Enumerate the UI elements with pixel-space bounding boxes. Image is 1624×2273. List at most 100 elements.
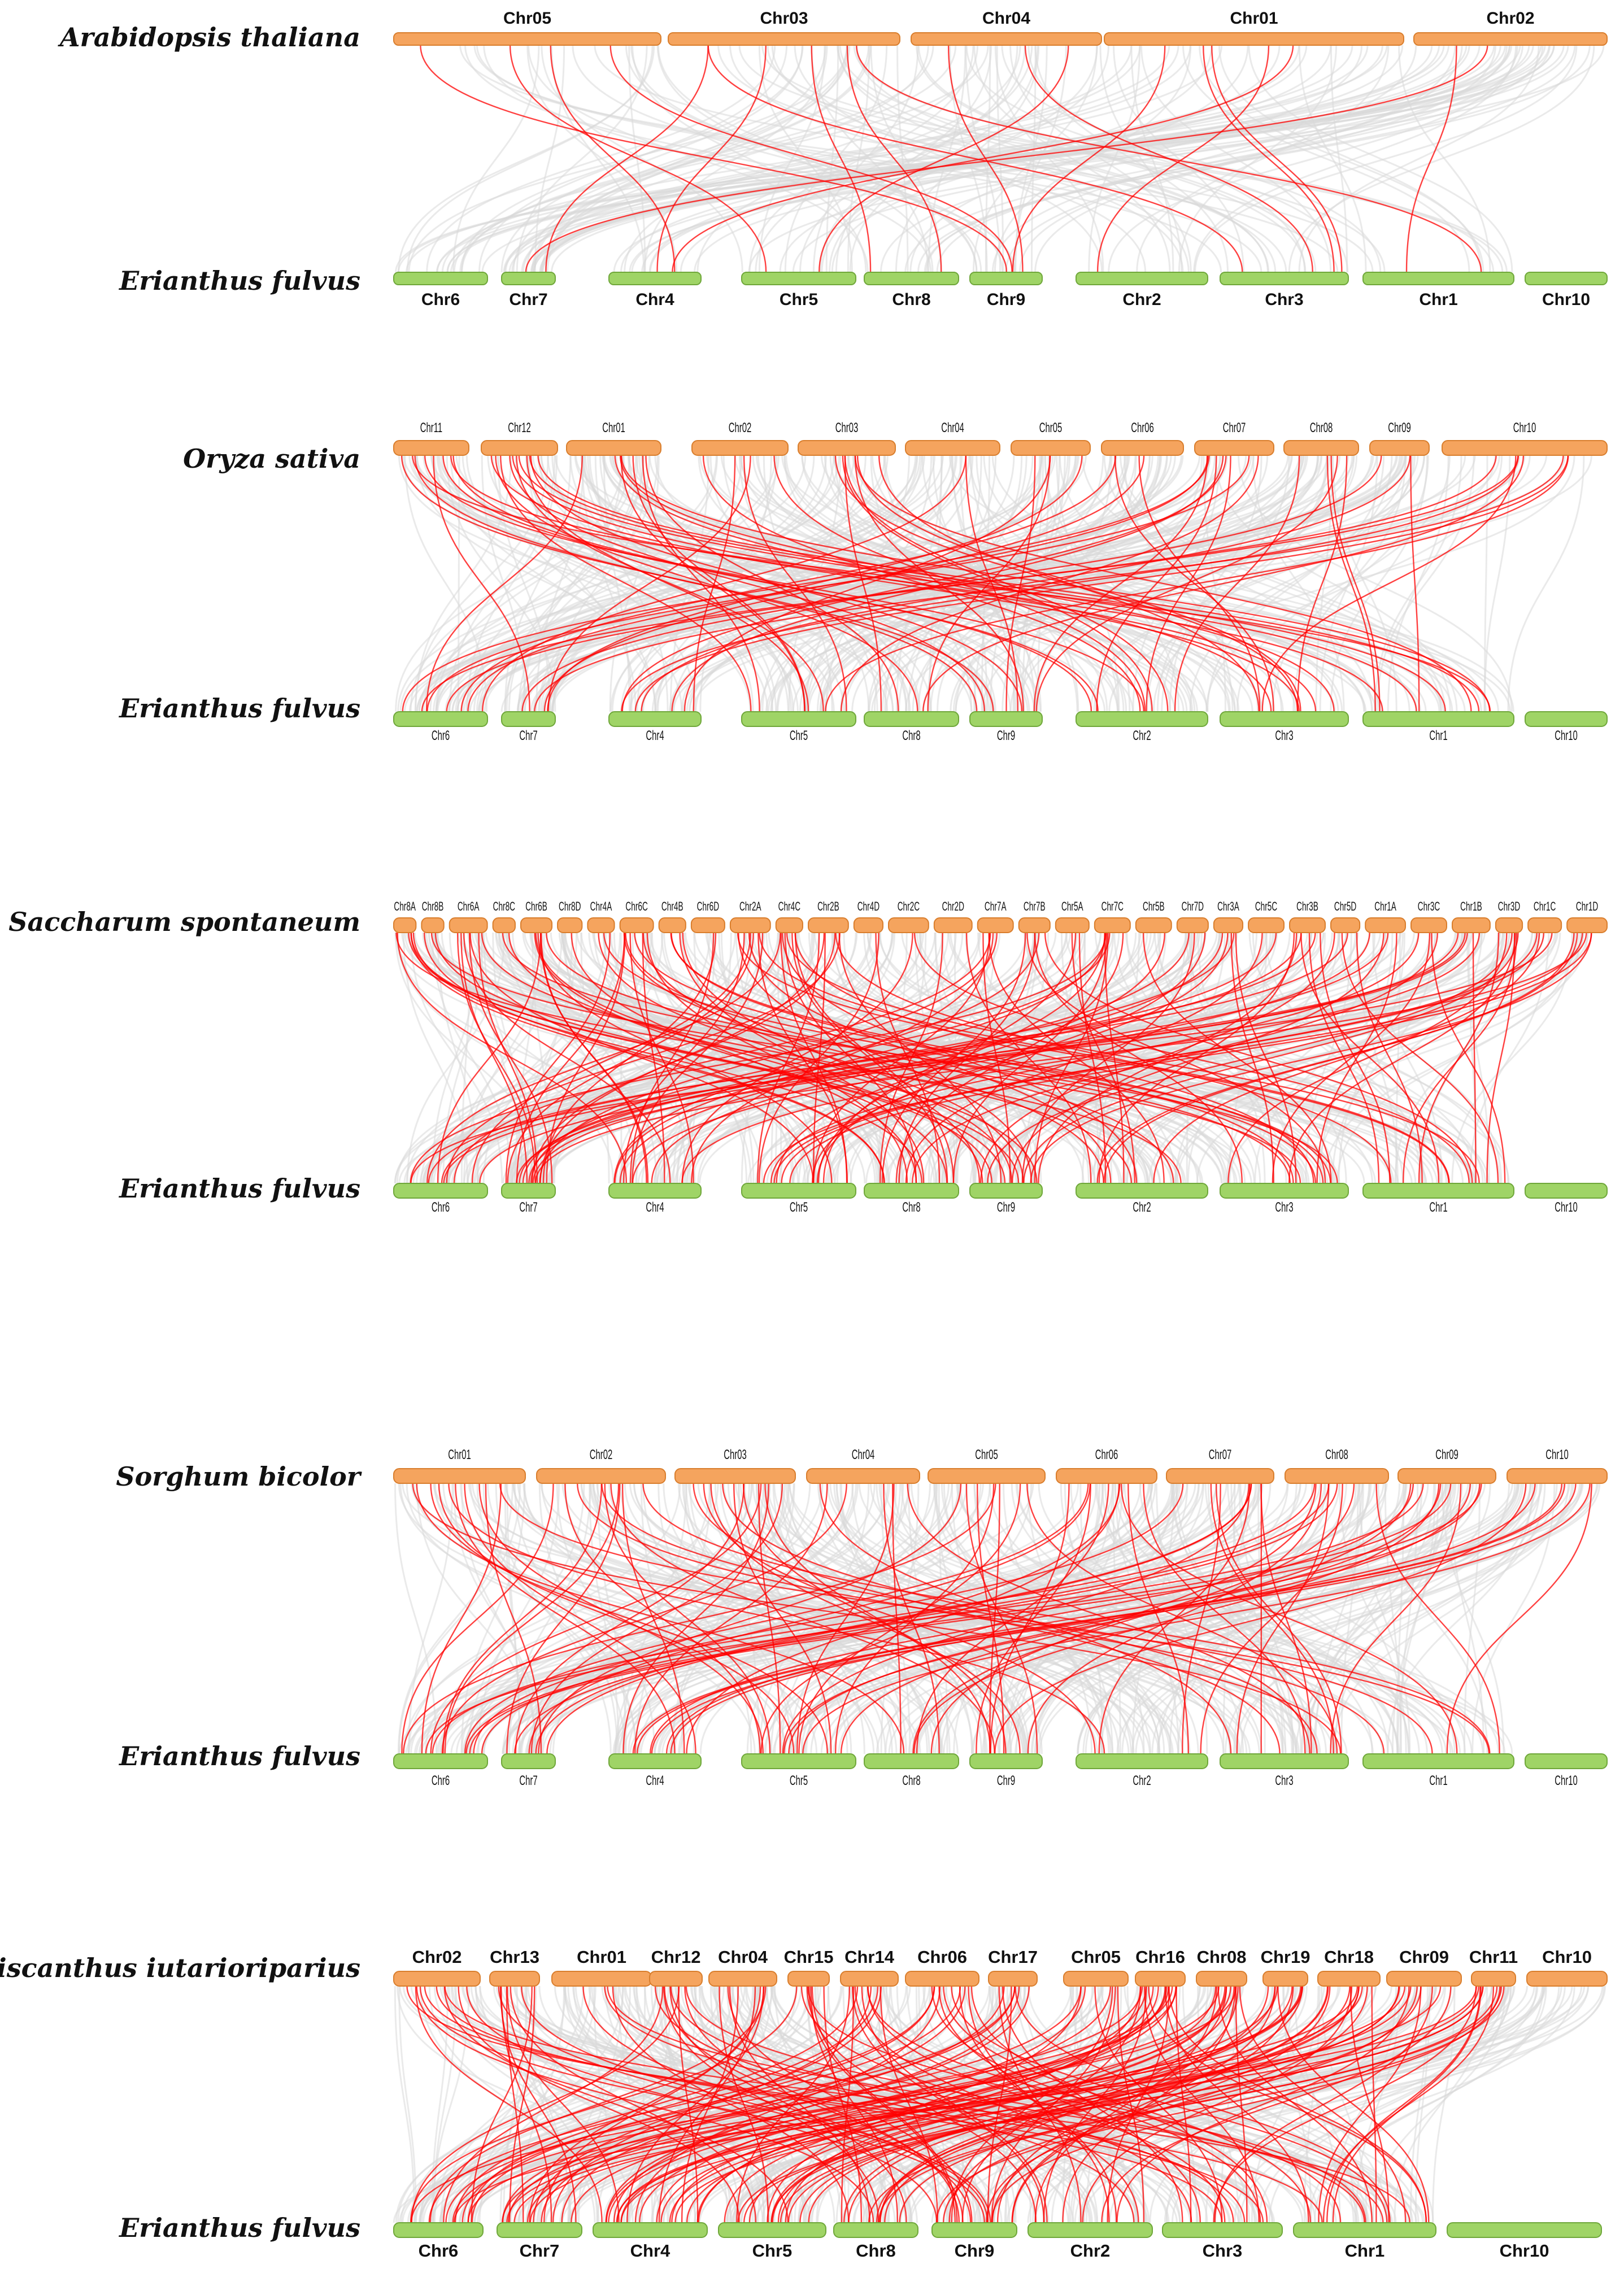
top-chromosome-label: Chr01 (577, 1947, 626, 1967)
bottom-chromosome: Chr4 (593, 2222, 708, 2261)
background-link (1124, 1985, 1434, 2223)
top-chromosome-label: Chr17 (988, 1947, 1038, 1967)
bottom-chromosome-label: Chr2 (1122, 290, 1161, 309)
highlight-link (1143, 932, 1332, 1184)
bottom-chromosome-bar (608, 1183, 702, 1199)
highlight-link (506, 1985, 524, 2223)
bottom-chromosome: Chr6 (393, 1753, 488, 1788)
top-chromosome-bar (649, 1971, 703, 1987)
bottom-chromosome: Chr9 (931, 2222, 1017, 2261)
top-chromosome-label: Chr01 (602, 421, 625, 436)
background-link (847, 455, 1231, 712)
bottom-chromosome-label: Chr1 (1429, 1200, 1447, 1215)
top-chromosome-bar (690, 917, 725, 933)
highlight-link (490, 455, 1300, 712)
highlight-link (748, 1985, 1217, 2223)
background-link (398, 455, 826, 712)
top-chromosome-bar (566, 440, 661, 456)
background-link (538, 455, 743, 712)
background-link (1248, 45, 1513, 273)
top-chromosome-bar (551, 1971, 652, 1987)
top-chromosome: Chr08 (1283, 421, 1359, 456)
bottom-chromosome-bar (501, 711, 556, 727)
top-chromosome-bar (1566, 917, 1608, 933)
bottom-chromosome-label: Chr7 (519, 1774, 537, 1788)
top-chromosome-bar (1386, 1971, 1462, 1987)
bottom-chromosome-label: Chr2 (1070, 2241, 1111, 2261)
top-species-label: Oryza sativa (183, 443, 360, 474)
highlight-link (759, 932, 1450, 1184)
top-chromosome-label: Chr10 (1542, 1947, 1592, 1967)
highlight-link (818, 45, 1069, 273)
highlight-link (961, 1985, 1142, 2223)
highlight-link (506, 1985, 1359, 2223)
highlight-link (669, 1985, 907, 2223)
bottom-chromosome: Chr1 (1293, 2222, 1436, 2261)
highlight-link (996, 1985, 1239, 2223)
highlight-link (463, 932, 671, 1184)
background-link (1298, 45, 1540, 273)
highlight-link (651, 1483, 1577, 1754)
top-chromosome-bar (489, 1971, 540, 1987)
background-link (1298, 45, 1367, 273)
highlight-link (416, 1985, 874, 2223)
bottom-chromosome-bar (864, 272, 959, 285)
highlight-link (719, 1985, 769, 2223)
highlight-link (498, 1985, 989, 2223)
highlight-link (947, 45, 1024, 273)
background-link (1292, 455, 1407, 712)
background-link (500, 45, 803, 273)
highlight-link (452, 1985, 1143, 2223)
bottom-chromosome-bar (393, 1183, 488, 1199)
highlight-link (912, 1483, 1355, 1754)
highlight-link (1349, 1985, 1390, 2223)
highlight-links (400, 455, 1569, 712)
highlight-link (660, 1985, 1231, 2223)
highlight-link (609, 45, 1013, 273)
top-chromosome: Chr01 (1104, 9, 1404, 46)
background-link (1135, 1483, 1574, 1754)
top-chromosome-label: Chr01 (448, 1448, 471, 1462)
top-chromosome: Chr09 (1386, 1947, 1462, 1987)
highlight-link (1288, 932, 1516, 1184)
highlight-link (684, 1985, 960, 2223)
bottom-chromosome-label: Chr8 (902, 1774, 920, 1788)
highlight-link (561, 1985, 966, 2223)
top-chromosome-bar (536, 1468, 666, 1484)
highlight-link (1272, 932, 1431, 1184)
background-link (1234, 1483, 1569, 1754)
bottom-chromosome-bar (969, 711, 1043, 727)
top-chromosome: Chr1C (1527, 899, 1562, 933)
bottom-chromosome: Chr2 (1027, 2222, 1153, 2261)
highlight-link (516, 932, 1459, 1184)
top-chromosome-label: Chr15 (784, 1947, 834, 1967)
background-link (869, 1483, 1452, 1754)
top-chromosome: Chr3D (1495, 899, 1523, 933)
highlight-link (770, 1985, 1360, 2223)
highlight-link (773, 455, 1146, 712)
bottom-chromosome-label: Chr7 (509, 290, 547, 309)
top-chromosome-label: Chr2B (817, 899, 839, 913)
bottom-chromosome: Chr6 (393, 272, 488, 309)
highlight-link (825, 455, 1569, 712)
background-links (395, 455, 1592, 712)
top-chromosome: Chr15 (784, 1947, 834, 1987)
highlight-link (1127, 1483, 1189, 1754)
top-chromosome: Chr8C (492, 899, 516, 933)
top-chromosome: Chr6B (520, 899, 553, 933)
background-link (615, 1483, 911, 1754)
highlight-link (622, 1483, 770, 1754)
background-link (1359, 1483, 1411, 1754)
highlight-link (1116, 1985, 1410, 2223)
highlight-link (1235, 1985, 1248, 2223)
highlight-link (1021, 932, 1195, 1184)
bottom-chromosome: Chr10 (1525, 1183, 1608, 1215)
bottom-chromosome: Chr6 (393, 711, 488, 743)
highlight-link (987, 932, 1513, 1184)
top-chromosome-bar (1166, 1468, 1274, 1484)
highlight-link (681, 932, 913, 1184)
background-link (394, 1985, 416, 2223)
background-link (1374, 455, 1462, 712)
highlight-link (443, 1985, 789, 2223)
top-chromosome: Chr10 (1442, 421, 1608, 456)
